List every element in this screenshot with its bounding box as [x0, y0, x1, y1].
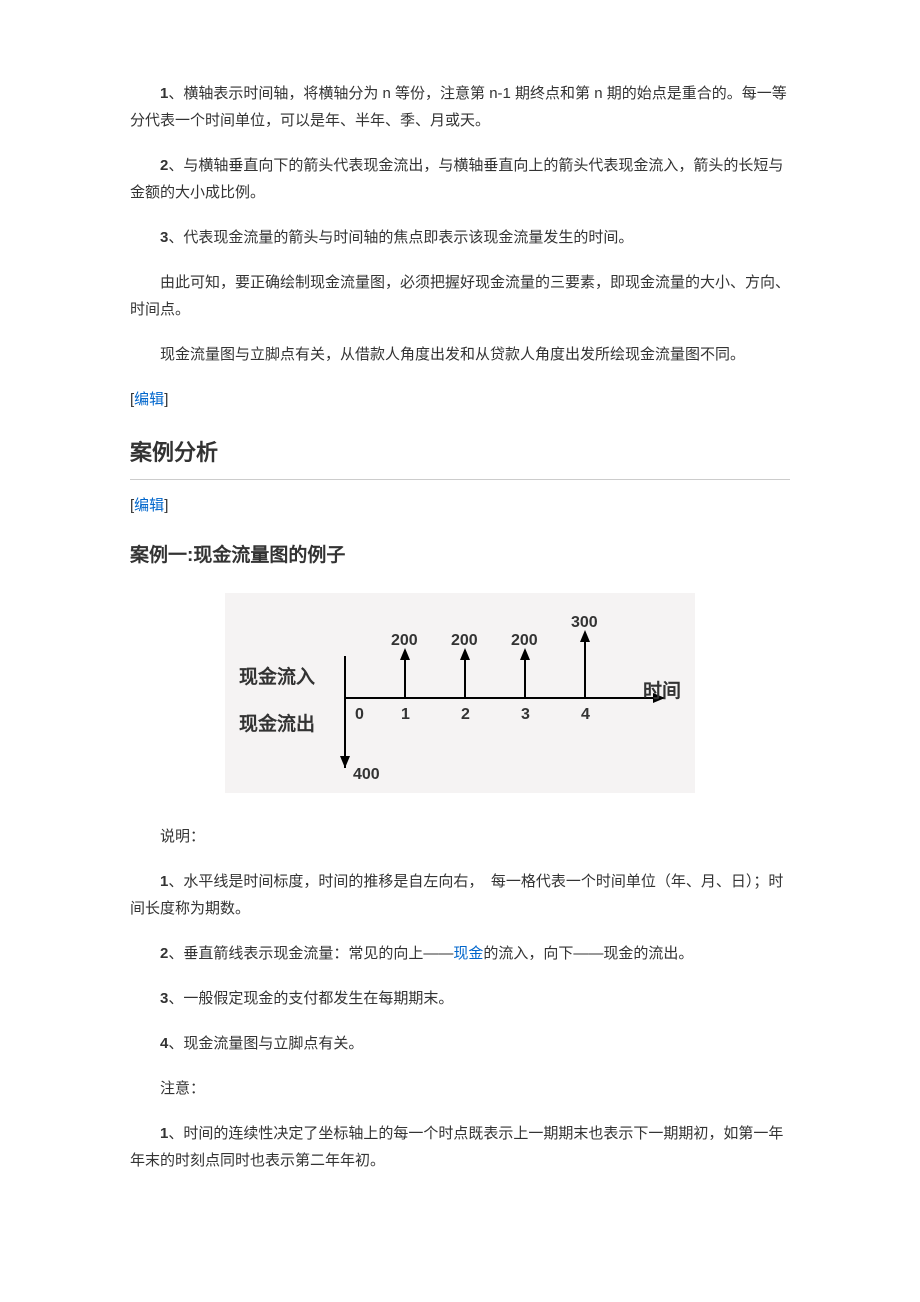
text-3: 、代表现金流量的箭头与时间轴的焦点即表示该现金流量发生的时间。: [168, 229, 633, 246]
bracket-close-2: ]: [164, 497, 168, 514]
tick-4: 4: [581, 701, 590, 730]
explain-4: 4、现金流量图与立脚点有关。: [130, 1030, 790, 1057]
upval-4: 300: [571, 609, 598, 638]
edit-link-1[interactable]: 编辑: [134, 391, 164, 408]
bracket-close-1: ]: [164, 391, 168, 408]
tick-0: 0: [355, 701, 364, 730]
explain-3: 3、一般假定现金的支付都发生在每期期末。: [130, 985, 790, 1012]
paragraph-5: 现金流量图与立脚点有关，从借款人角度出发和从贷款人角度出发所绘现金流量图不同。: [130, 341, 790, 368]
cash-link[interactable]: 现金: [453, 945, 483, 962]
outflow-label: 现金流出: [239, 708, 315, 742]
edit-link-2[interactable]: 编辑: [134, 497, 164, 514]
upval-1: 200: [391, 627, 418, 656]
etext-2a: 、垂直箭线表示现金流量：常见的向上——: [168, 945, 453, 962]
explain-2: 2、垂直箭线表示现金流量：常见的向上——现金的流入，向下——现金的流出。: [130, 940, 790, 967]
etext-2b: 的流入，向下——现金的流出。: [483, 945, 693, 962]
heading-case-analysis: 案例分析: [130, 433, 790, 480]
tick-2: 2: [461, 701, 470, 730]
etext-4: 、现金流量图与立脚点有关。: [168, 1035, 363, 1052]
note-1: 1、时间的连续性决定了坐标轴上的每一个时点既表示上一期期末也表示下一期期初，如第…: [130, 1120, 790, 1174]
note-intro: 注意：: [130, 1075, 790, 1102]
etext-3: 、一般假定现金的支付都发生在每期期末。: [168, 990, 453, 1007]
edit-link-wrapper-2: [编辑]: [130, 492, 790, 519]
downval: 400: [353, 761, 380, 790]
paragraph-1: 1、横轴表示时间轴，将横轴分为 n 等份，注意第 n-1 期终点和第 n 期的始…: [130, 80, 790, 134]
etext-1: 、水平线是时间标度，时间的推移是自左向右， 每一格代表一个时间单位（年、月、日）…: [130, 873, 783, 917]
time-label: 时间: [643, 675, 681, 709]
upval-3: 200: [511, 627, 538, 656]
heading-case-one: 案例一:现金流量图的例子: [130, 539, 790, 573]
paragraph-4: 由此可知，要正确绘制现金流量图，必须把握好现金流量的三要素，即现金流量的大小、方…: [130, 269, 790, 323]
explain-1: 1、水平线是时间标度，时间的推移是自左向右， 每一格代表一个时间单位（年、月、日…: [130, 868, 790, 922]
cashflow-diagram: 现金流入 现金流出 时间 0 1 2 3 4 200 200 200 300 4…: [225, 593, 695, 793]
tick-3: 3: [521, 701, 530, 730]
tick-1: 1: [401, 701, 410, 730]
text-2: 、与横轴垂直向下的箭头代表现金流出，与横轴垂直向上的箭头代表现金流入，箭头的长短…: [130, 157, 783, 201]
paragraph-2: 2、与横轴垂直向下的箭头代表现金流出，与横轴垂直向上的箭头代表现金流入，箭头的长…: [130, 152, 790, 206]
ntext-1: 、时间的连续性决定了坐标轴上的每一个时点既表示上一期期末也表示下一期期初，如第一…: [130, 1125, 783, 1169]
paragraph-3: 3、代表现金流量的箭头与时间轴的焦点即表示该现金流量发生的时间。: [130, 224, 790, 251]
text-1: 、横轴表示时间轴，将横轴分为 n 等份，注意第 n-1 期终点和第 n 期的始点…: [130, 85, 787, 129]
upval-2: 200: [451, 627, 478, 656]
edit-link-wrapper-1: [编辑]: [130, 386, 790, 413]
inflow-label: 现金流入: [239, 661, 315, 695]
explain-intro: 说明：: [130, 823, 790, 850]
